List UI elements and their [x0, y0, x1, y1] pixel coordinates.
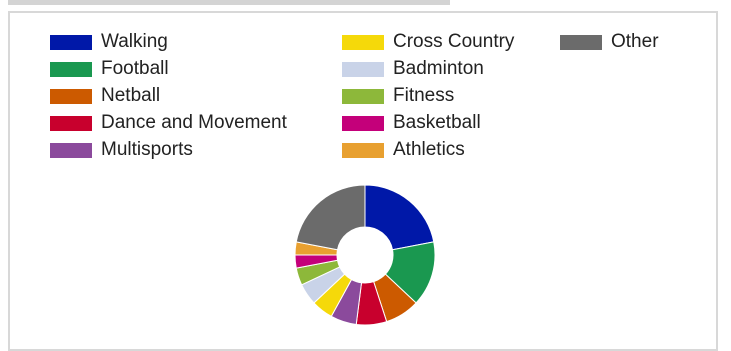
- legend-swatch: [50, 115, 92, 131]
- legend-label: Badminton: [393, 58, 484, 79]
- legend-label: Cross Country: [393, 31, 515, 52]
- donut-chart: [294, 184, 436, 326]
- legend-swatch: [50, 34, 92, 50]
- legend-item: Football: [50, 59, 169, 79]
- legend-item: Cross Country: [342, 32, 514, 52]
- legend-item: Dance and Movement: [50, 113, 287, 133]
- pie-slice: [295, 184, 366, 251]
- legend-swatch: [342, 88, 384, 104]
- legend-item: Walking: [50, 32, 168, 52]
- legend-swatch: [50, 61, 92, 77]
- pie-slice: [364, 184, 435, 251]
- legend-label: Football: [101, 58, 169, 79]
- legend-label: Athletics: [393, 139, 465, 160]
- legend-item: Other: [560, 32, 659, 52]
- legend-item: Badminton: [342, 59, 484, 79]
- legend-item: Athletics: [342, 140, 465, 160]
- legend-label: Other: [611, 31, 659, 52]
- chart-panel: Walking Football Netball Dance and Movement…: [8, 11, 718, 351]
- legend-swatch: [342, 34, 384, 50]
- top-divider: [8, 0, 450, 5]
- legend-swatch: [342, 115, 384, 131]
- legend-swatch: [50, 142, 92, 158]
- legend-swatch: [560, 34, 602, 50]
- legend-item: Multisports: [50, 140, 193, 160]
- legend-item: Basketball: [342, 113, 481, 133]
- legend-label: Netball: [101, 85, 161, 106]
- legend-swatch: [50, 88, 92, 104]
- legend-label: Multisports: [101, 139, 193, 160]
- legend-item: Fitness: [342, 86, 454, 106]
- legend-label: Dance and Movement: [101, 112, 287, 133]
- legend-item: Netball: [50, 86, 160, 106]
- legend-label: Fitness: [393, 85, 455, 106]
- legend-swatch: [342, 61, 384, 77]
- legend-label: Walking: [101, 31, 168, 52]
- legend-label: Basketball: [393, 112, 481, 133]
- legend-swatch: [342, 142, 384, 158]
